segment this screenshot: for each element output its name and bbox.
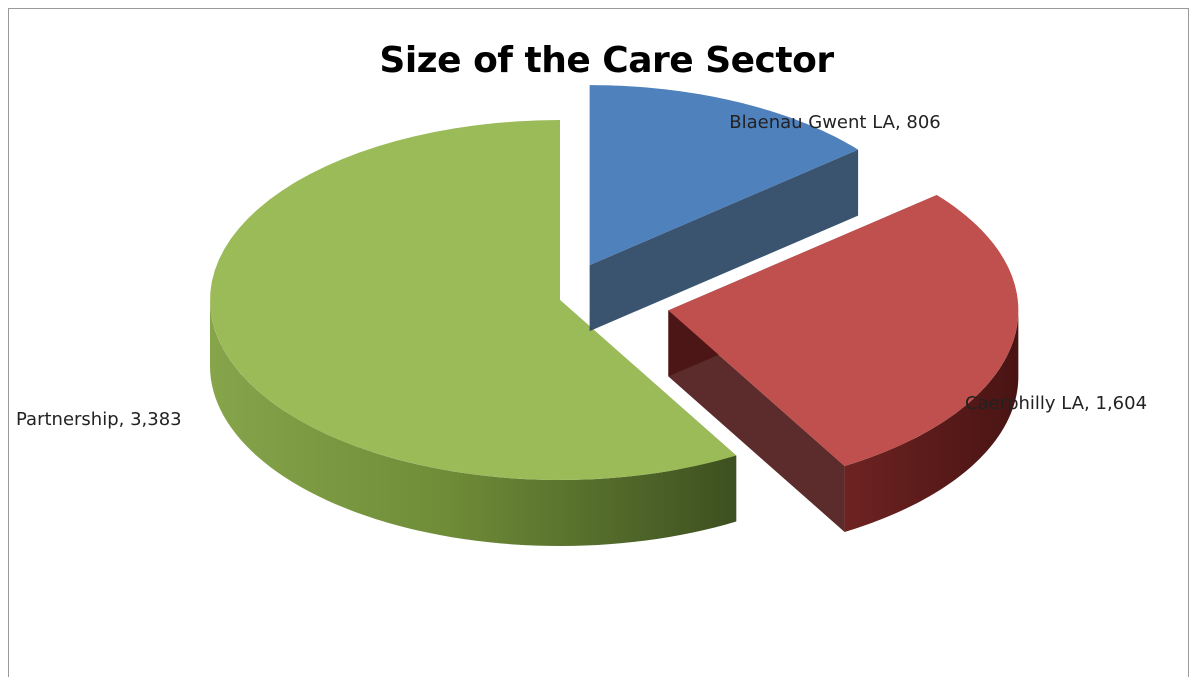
pie-slice-partnership <box>210 120 737 480</box>
data-label-blaenau-gwent: Blaenau Gwent LA, 806 <box>729 112 941 133</box>
data-label-caerphilly: Caerphilly LA, 1,604 <box>965 393 1148 414</box>
pie-slice-side-caerphilly-la-0 <box>844 310 1019 532</box>
data-label-partnership: Partnership, 3,383 <box>16 409 182 430</box>
pie-slice-caerphilly-la <box>668 194 1019 466</box>
chart-frame <box>8 8 1189 677</box>
pie-slice-side-partnership-0 <box>210 300 737 546</box>
chart-title: Size of the Care Sector <box>379 40 834 81</box>
pie-slice-wall-blaenau-gwent-la-1 <box>589 149 859 332</box>
pie-slice-blaenau-gwent-la <box>589 85 859 266</box>
pie-slice-wall-caerphilly-la-1 <box>668 310 845 532</box>
